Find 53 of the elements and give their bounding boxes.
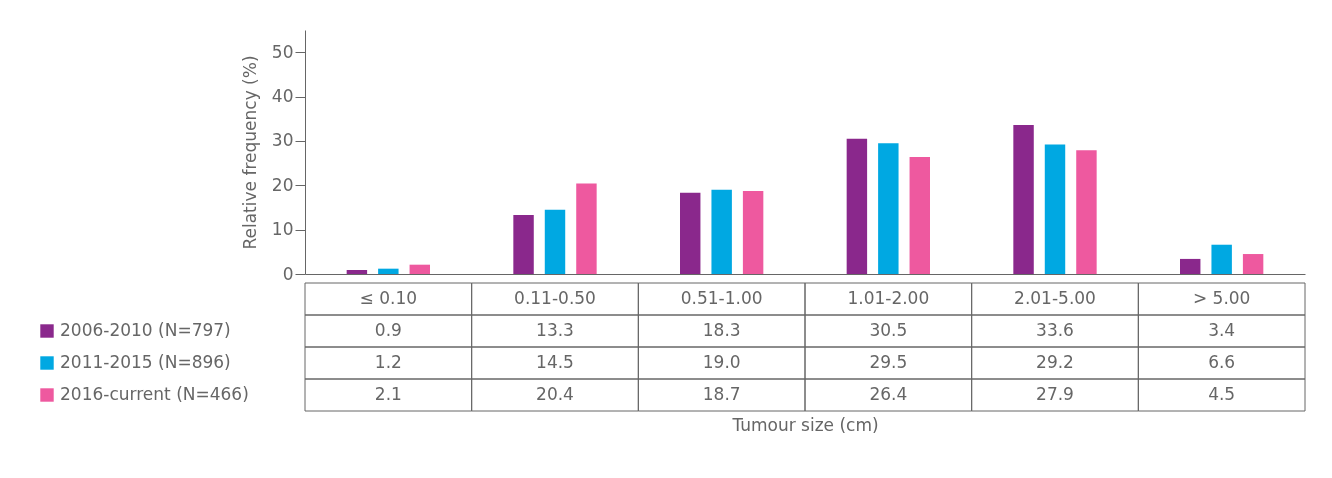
bar: [680, 192, 701, 274]
y-tick-label: 10: [271, 219, 294, 240]
data-label: 13.3: [536, 320, 574, 340]
x-tick-label: 0.51-1.00: [680, 288, 763, 308]
data-label: 14.5: [536, 352, 574, 372]
data-label: 29.2: [1036, 352, 1074, 372]
bar: [544, 209, 566, 274]
data-label: 29.5: [869, 352, 908, 372]
bar: [846, 138, 868, 274]
text: Tumour size (cm): [731, 414, 879, 435]
y-tick-label: 20: [271, 174, 294, 195]
bar: [1013, 124, 1034, 274]
bar: [711, 189, 732, 274]
data-label: 19.0: [702, 352, 741, 372]
bar: [409, 264, 430, 274]
data-label: 30.5: [869, 320, 908, 340]
bar: [909, 156, 930, 274]
x-tick-label: ≤ 0.10: [359, 288, 418, 308]
legend-label: 2011-2015 (N=896): [60, 352, 231, 372]
data-label: 1.2: [374, 352, 402, 372]
bar: [576, 183, 597, 274]
y-axis-title: Relative frequency (%): [239, 55, 260, 250]
x-tick-label: 1.01-2.00: [847, 288, 930, 308]
data-label: 0.9: [374, 320, 402, 340]
bar: [1076, 150, 1097, 274]
data-label: 2.1: [374, 384, 402, 404]
data-label: 18.3: [702, 320, 741, 340]
y-tick-label: 30: [271, 130, 294, 151]
x-tick-label: > 5.00: [1192, 288, 1251, 308]
bar: [346, 270, 368, 274]
data-label: 20.4: [536, 384, 574, 404]
y-tick-label: 40: [271, 86, 294, 107]
x-tick-label: 0.11-0.50: [514, 288, 596, 308]
y-tick-label: 50: [271, 41, 294, 62]
bar: [878, 143, 899, 274]
bar: [1180, 258, 1201, 274]
bar: [1211, 244, 1232, 274]
legend-label: 2016-current (N=466): [60, 384, 249, 404]
data-label: 27.9: [1036, 384, 1074, 404]
bar: [378, 268, 399, 274]
data-label: 33.6: [1036, 320, 1074, 340]
bar: [513, 215, 534, 274]
bar: [742, 191, 764, 274]
legend-label: 2006-2010 (N=797): [60, 320, 231, 340]
bar: [1242, 254, 1264, 274]
x-tick-label: 2.01-5.00: [1014, 288, 1096, 308]
data-label: 26.4: [869, 384, 908, 404]
bar: [1044, 144, 1066, 274]
y-tick-label: 0: [282, 263, 294, 284]
data-label: 4.5: [1208, 384, 1236, 404]
data-label: 6.6: [1208, 352, 1236, 372]
data-label: 3.4: [1208, 320, 1236, 340]
data-label: 18.7: [702, 384, 741, 404]
